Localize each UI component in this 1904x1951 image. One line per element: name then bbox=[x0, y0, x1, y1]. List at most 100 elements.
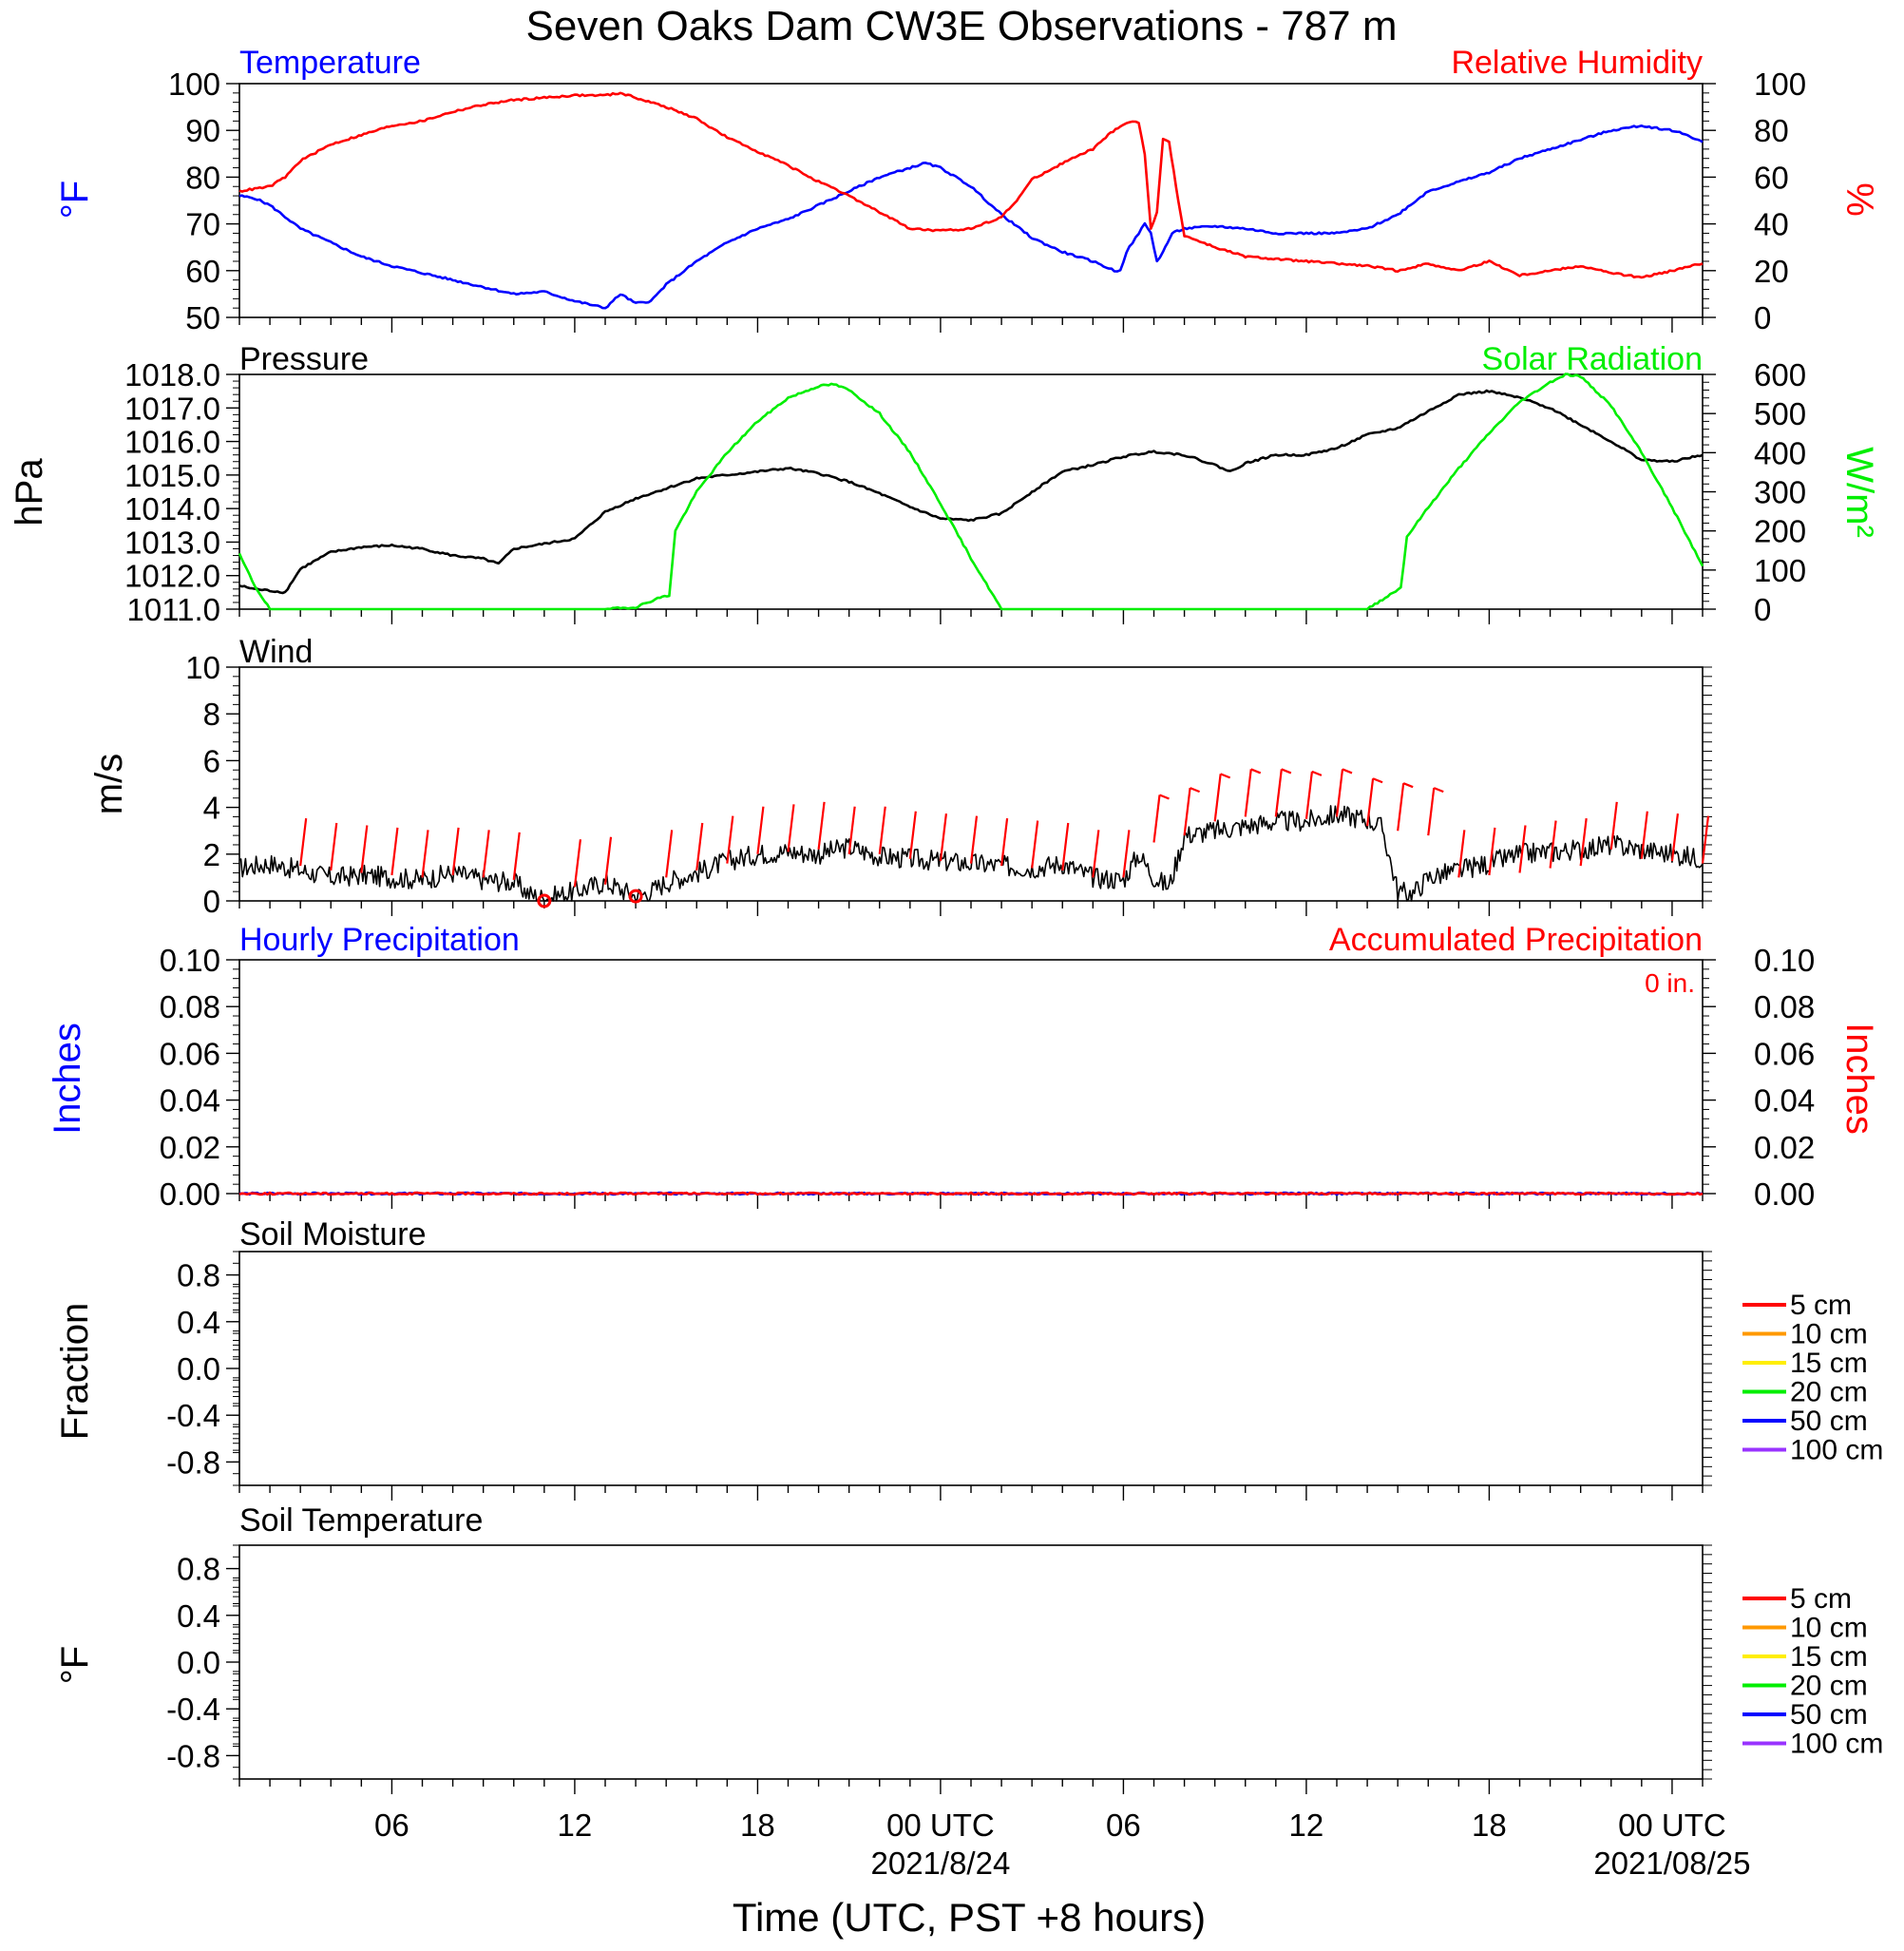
x-tick-label: 18 bbox=[740, 1808, 775, 1843]
precip-ytick-label-left: 0.02 bbox=[160, 1130, 220, 1165]
wind-ytick-label-left: 2 bbox=[203, 837, 220, 872]
wind-barb-flag bbox=[1402, 782, 1414, 789]
soil-moisture-title: Soil Moisture bbox=[239, 1216, 427, 1253]
wind-barb-calm bbox=[628, 889, 643, 904]
soil_temperature-ytick-label-left: 0.0 bbox=[177, 1645, 220, 1680]
wind-barb-flag bbox=[1250, 768, 1262, 775]
pressure_solar-ytick-label-right: 200 bbox=[1754, 514, 1806, 549]
wind-barb-flag bbox=[1281, 768, 1292, 775]
soil_temperature-legend-label: 5 cm bbox=[1790, 1583, 1852, 1615]
hourly-precip-axis-label: Inches bbox=[47, 1023, 88, 1135]
wind-barb-calm bbox=[537, 893, 552, 909]
precip-ytick-label-right: 0.02 bbox=[1754, 1130, 1815, 1165]
precip-ytick-label-left: 0.10 bbox=[160, 943, 220, 978]
wind-barb bbox=[1183, 787, 1191, 836]
pressure_solar-series-pressure bbox=[238, 389, 1704, 595]
x-tick-label: 12 bbox=[1289, 1808, 1324, 1843]
wind-barb-flag bbox=[1311, 770, 1323, 776]
wind-barb bbox=[1670, 813, 1680, 862]
panel-precipitation: Hourly Precipitation Accumulated Precipi… bbox=[47, 922, 1880, 1212]
pressure_solar-ytick-label-left: 1014.0 bbox=[124, 491, 220, 526]
soil-moisture-axis-label: Fraction bbox=[54, 1303, 96, 1441]
temp_rh-ytick-label-right: 0 bbox=[1754, 300, 1771, 335]
wind-barb bbox=[1549, 820, 1557, 869]
soil_moisture-ytick-label-left: 0.0 bbox=[177, 1351, 220, 1387]
wind-barb bbox=[1031, 820, 1039, 869]
x-tick-label: 18 bbox=[1472, 1808, 1507, 1843]
pressure_solar-ytick-label-left: 1018.0 bbox=[124, 357, 220, 392]
wind-barb bbox=[1457, 830, 1466, 878]
x-tick-label: 00 UTC bbox=[886, 1808, 995, 1843]
wind-barb bbox=[1579, 817, 1588, 867]
precip-ytick-label-left: 0.04 bbox=[160, 1083, 220, 1119]
figure-title: Seven Oaks Dam CW3E Observations - 787 m bbox=[526, 3, 1398, 49]
x-tick-date-label: 2021/8/24 bbox=[871, 1846, 1011, 1881]
panel-wind: Wind m/s 0 2 4 6 8 10 bbox=[88, 634, 1712, 919]
temp_rh-ytick-label-left: 80 bbox=[185, 160, 220, 195]
precip-ytick-label-right: 0.00 bbox=[1754, 1176, 1815, 1212]
x-tick-label: 06 bbox=[374, 1808, 409, 1843]
wind-ytick-label-left: 6 bbox=[203, 743, 220, 778]
soil_moisture-ytick-label-left: 0.8 bbox=[177, 1258, 220, 1293]
x-tick-label: 00 UTC bbox=[1618, 1808, 1726, 1843]
wind-barb bbox=[1122, 830, 1131, 878]
wind-barb bbox=[512, 832, 521, 880]
soil_temperature-legend-label: 20 cm bbox=[1790, 1671, 1868, 1702]
wind-barb bbox=[421, 830, 429, 878]
soil_moisture-ytick-label-left: 0.4 bbox=[177, 1305, 220, 1340]
temp_rh-ytick-label-right: 20 bbox=[1754, 254, 1789, 289]
temp_rh-series-temperature bbox=[238, 124, 1704, 310]
pressure_solar-ytick-label-left: 1013.0 bbox=[124, 525, 220, 560]
temp_rh-ytick-label-left: 50 bbox=[185, 300, 220, 335]
temperature-axis-label: °F bbox=[54, 181, 96, 219]
wind-barb bbox=[787, 804, 795, 852]
wind-barb bbox=[1152, 794, 1161, 843]
panel-soil-temperature: Soil Temperature °F -0.8 -0.4 0.0 0.4 0.8 5 c… bbox=[54, 1502, 1883, 1794]
humidity-title: Relative Humidity bbox=[1451, 45, 1703, 81]
wind-barb bbox=[969, 815, 979, 864]
wind-barb bbox=[482, 830, 490, 878]
soil_moisture-legend-label: 100 cm bbox=[1790, 1435, 1883, 1466]
wind-barb bbox=[390, 827, 399, 876]
wind-barb bbox=[451, 827, 460, 876]
soil_moisture-legend-label: 15 cm bbox=[1790, 1348, 1868, 1379]
wind-series-wind bbox=[238, 805, 1704, 902]
wind-title: Wind bbox=[239, 634, 313, 670]
temp_rh-ytick-label-left: 60 bbox=[185, 254, 220, 289]
wind-barb bbox=[878, 806, 886, 854]
wind-barb bbox=[1304, 771, 1314, 820]
x-tick-label: 12 bbox=[558, 1808, 593, 1843]
accum-precip-total: 0 in. bbox=[1645, 968, 1695, 998]
soil_temperature-legend-label: 100 cm bbox=[1790, 1729, 1883, 1760]
wind-ytick-label-left: 10 bbox=[185, 650, 220, 685]
accum-precip-axis-label: Inches bbox=[1838, 1023, 1880, 1135]
temp_rh-series-relative-humidity bbox=[238, 91, 1704, 279]
temp_rh-ytick-label-right: 80 bbox=[1754, 113, 1789, 148]
wind-barb-flag bbox=[1190, 787, 1200, 794]
pressure_solar-ytick-label-left: 1011.0 bbox=[127, 592, 220, 627]
temp_rh-ytick-label-left: 70 bbox=[185, 207, 220, 242]
pressure_solar-ytick-label-right: 300 bbox=[1754, 475, 1806, 510]
temp_rh-ytick-label-right: 40 bbox=[1754, 207, 1789, 242]
pressure_solar-ytick-label-right: 100 bbox=[1754, 553, 1806, 588]
wind-barb bbox=[817, 801, 826, 851]
temp_rh-ytick-label-left: 100 bbox=[168, 67, 220, 102]
wind-barb-flag bbox=[1372, 777, 1383, 784]
accum-precip-title: Accumulated Precipitation bbox=[1329, 922, 1703, 958]
soil_moisture-legend-label: 20 cm bbox=[1790, 1377, 1868, 1408]
wind-barb bbox=[1701, 815, 1710, 864]
wind-barb bbox=[1092, 830, 1100, 878]
wind-barb-flag bbox=[1342, 768, 1353, 775]
pressure-title: Pressure bbox=[239, 341, 369, 377]
temperature-title: Temperature bbox=[239, 45, 421, 81]
solar-title: Solar Radiation bbox=[1482, 341, 1703, 377]
wind-barb bbox=[726, 815, 734, 864]
wind-ytick-label-left: 0 bbox=[203, 884, 220, 919]
panel-soil-moisture: Soil Moisture Fraction -0.8 -0.4 0.0 0.4 0.8… bbox=[54, 1216, 1883, 1501]
wind-barb bbox=[908, 811, 917, 859]
humidity-axis-label: % bbox=[1838, 182, 1880, 217]
wind-barb bbox=[1274, 769, 1283, 817]
wind-barb bbox=[1244, 769, 1252, 817]
